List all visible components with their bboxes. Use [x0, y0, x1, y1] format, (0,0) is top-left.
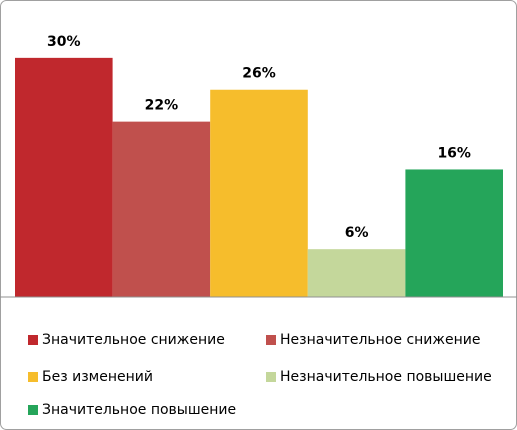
data-label: 16%: [437, 145, 471, 161]
legend-swatch: [28, 335, 38, 345]
legend-label: Незначительное повышение: [280, 369, 492, 385]
bar: [15, 57, 113, 297]
data-label: 6%: [345, 225, 369, 241]
data-label: 22%: [145, 98, 179, 114]
bar: [210, 89, 308, 297]
legend-label: Незначительное снижение: [280, 332, 480, 348]
data-label: 30%: [47, 34, 81, 50]
legend-swatch: [266, 372, 276, 382]
legend-label: Без изменений: [42, 369, 153, 385]
legend-swatch: [266, 335, 276, 345]
legend-swatch: [28, 372, 38, 382]
legend-swatch: [28, 405, 38, 415]
legend-label: Значительное повышение: [42, 402, 236, 418]
bar: [405, 169, 503, 297]
legend-label: Значительное снижение: [42, 332, 225, 348]
bar: [112, 121, 211, 297]
data-label: 26%: [242, 66, 276, 82]
bar: [307, 249, 406, 297]
